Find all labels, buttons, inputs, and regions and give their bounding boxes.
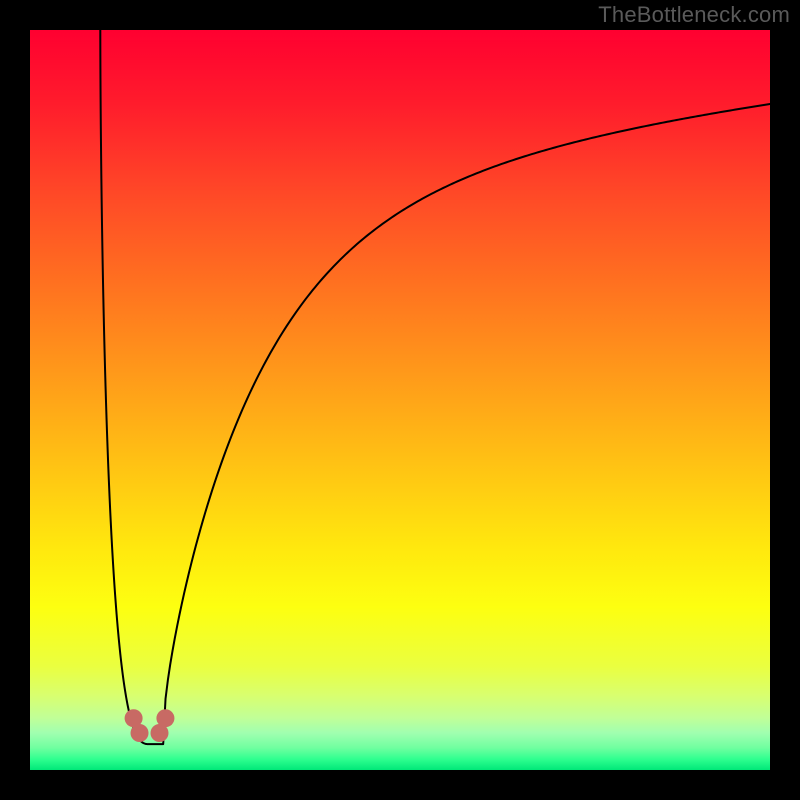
vertex-marker: [156, 709, 174, 727]
bottleneck-chart-svg: [0, 0, 800, 800]
chart-stage: TheBottleneck.com: [0, 0, 800, 800]
gradient-background: [30, 30, 770, 770]
vertex-marker: [131, 724, 149, 742]
watermark-text: TheBottleneck.com: [598, 2, 790, 28]
